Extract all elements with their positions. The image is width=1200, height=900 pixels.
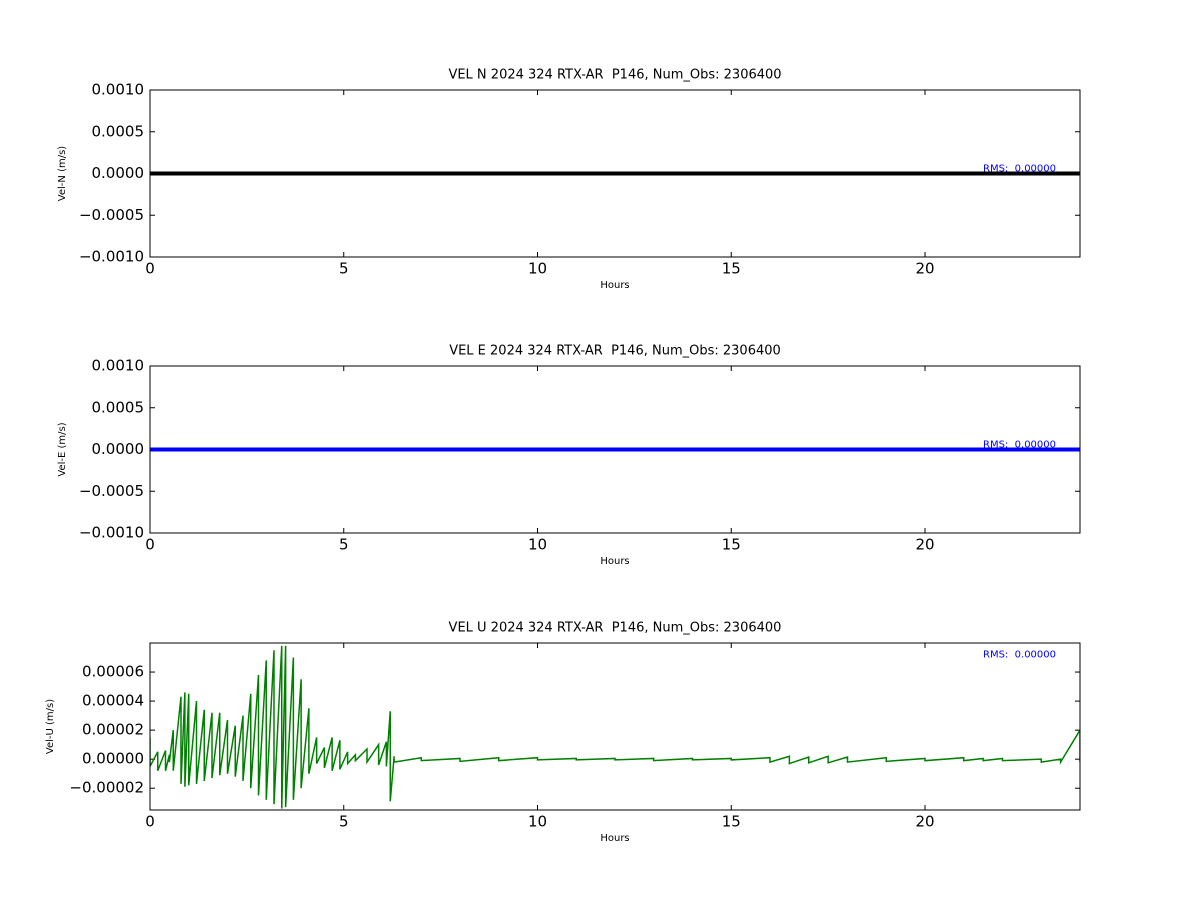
annotation: RMS: 0.00000 xyxy=(983,439,1056,450)
x-axis-label: Hours xyxy=(600,556,629,567)
y-tick-label: 0.0000 xyxy=(92,440,145,458)
x-tick-label: 0 xyxy=(145,260,155,278)
x-tick-label: 0 xyxy=(145,813,155,831)
x-tick-label: 20 xyxy=(915,813,934,831)
data-line xyxy=(150,645,1080,809)
x-tick-label: 15 xyxy=(722,536,741,554)
x-tick-label: 5 xyxy=(339,536,349,554)
chart-title: VEL N 2024 324 RTX-AR P146, Num_Obs: 230… xyxy=(448,68,781,83)
y-tick-label: 0.00000 xyxy=(82,750,144,768)
annotation: RMS: 0.00000 xyxy=(983,650,1056,661)
annotation: RMS: 0.00000 xyxy=(983,163,1056,174)
x-tick-label: 15 xyxy=(722,260,741,278)
y-tick-label: −0.0010 xyxy=(79,524,144,542)
y-tick-label: 0.0010 xyxy=(92,357,145,375)
y-tick-label: −0.0005 xyxy=(79,482,144,500)
y-tick-label: 0.00004 xyxy=(82,692,144,710)
x-tick-label: 0 xyxy=(145,536,155,554)
x-tick-label: 10 xyxy=(528,813,547,831)
y-tick-label: 0.00006 xyxy=(82,663,144,681)
y-tick-label: −0.0010 xyxy=(79,248,144,266)
x-axis-label: Hours xyxy=(600,833,629,844)
y-tick-label: −0.00002 xyxy=(69,779,144,797)
x-tick-label: 5 xyxy=(339,260,349,278)
x-tick-label: 20 xyxy=(915,536,934,554)
x-tick-label: 20 xyxy=(915,260,934,278)
y-tick-label: −0.0005 xyxy=(79,206,144,224)
y-tick-label: 0.0005 xyxy=(92,398,145,416)
plot-frame xyxy=(149,642,1081,811)
x-tick-label: 5 xyxy=(339,813,349,831)
chart-title: VEL E 2024 324 RTX-AR P146, Num_Obs: 230… xyxy=(449,344,781,359)
y-axis-label: Vel-N (m/s) xyxy=(57,146,68,201)
plot-frame xyxy=(149,89,1081,258)
y-tick-label: 0.0000 xyxy=(92,164,145,182)
y-axis-label: Vel-U (m/s) xyxy=(45,699,56,754)
y-tick-label: 0.0005 xyxy=(92,122,145,140)
x-tick-label: 10 xyxy=(528,536,547,554)
plot-frame xyxy=(149,365,1081,534)
x-tick-label: 10 xyxy=(528,260,547,278)
y-tick-label: 0.0010 xyxy=(92,81,145,99)
x-tick-label: 15 xyxy=(722,813,741,831)
y-axis-label: Vel-E (m/s) xyxy=(57,422,68,476)
x-axis-label: Hours xyxy=(600,280,629,291)
chart-title: VEL U 2024 324 RTX-AR P146, Num_Obs: 230… xyxy=(449,621,782,636)
y-tick-label: 0.00002 xyxy=(82,721,144,739)
